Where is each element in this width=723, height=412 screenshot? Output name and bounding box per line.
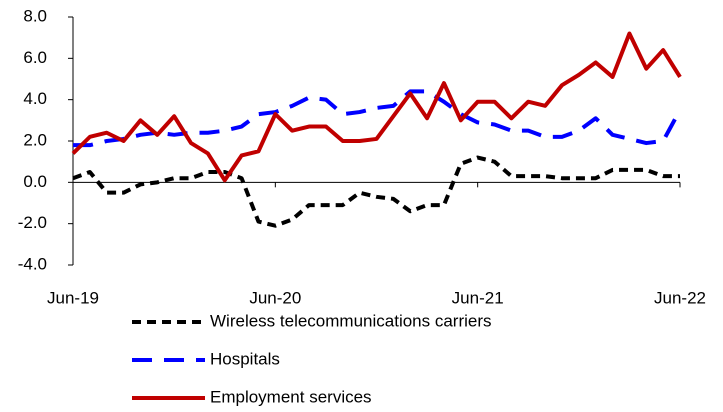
x-tick-label: Jun-20 [249,288,301,307]
series-line [71,31,682,183]
y-tick-label: 0.0 [23,172,47,191]
x-tick-label: Jun-19 [47,288,99,307]
series-line [72,155,680,228]
legend-label: Employment services [210,387,372,406]
legend-label: Wireless telecommunications carriers [210,311,492,330]
y-tick-label: 2.0 [23,130,47,149]
y-tick-label: 4.0 [23,89,47,108]
x-tick-label: Jun-21 [452,288,504,307]
y-tick-label: 8.0 [23,6,47,25]
y-tick-label: 6.0 [23,48,47,67]
y-tick-label: -4.0 [18,254,47,273]
x-tick-label: Jun-22 [654,288,706,307]
legend-label: Hospitals [210,349,280,368]
y-tick-label: -2.0 [18,213,47,232]
series-line [73,89,682,148]
